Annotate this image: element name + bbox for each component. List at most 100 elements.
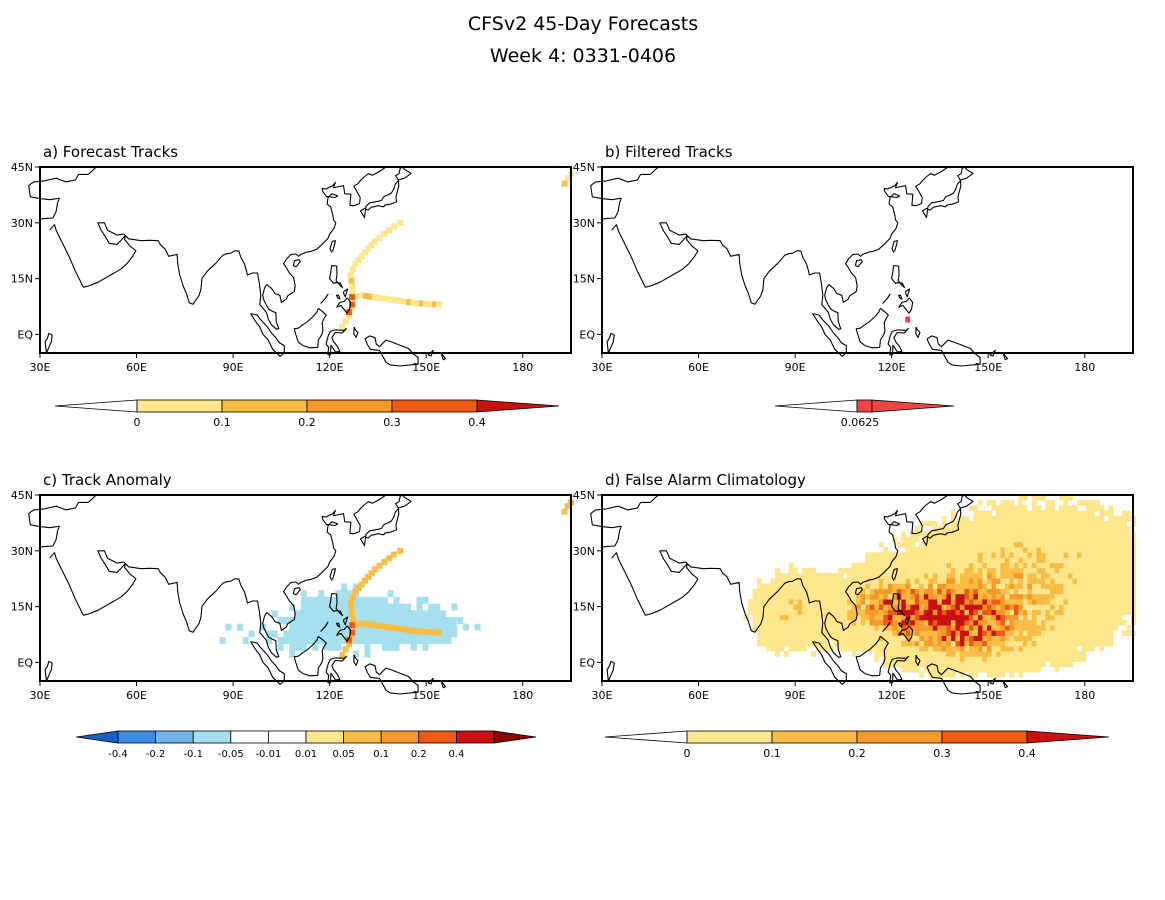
- climatology-cell: [1086, 541, 1091, 548]
- anomaly-cell: [451, 617, 458, 624]
- climatology-cell: [1050, 594, 1055, 600]
- track-cell: [431, 629, 438, 636]
- climatology-cell: [860, 646, 866, 652]
- climatology-cell: [941, 609, 947, 616]
- climatology-cell: [964, 588, 970, 595]
- climatology-cell: [1041, 651, 1046, 657]
- climatology-cell: [1095, 526, 1100, 532]
- climatology-cell: [1108, 614, 1114, 621]
- anomaly-cell: [445, 623, 452, 631]
- climatology-cell: [991, 526, 997, 532]
- climatology-cell: [797, 588, 803, 595]
- climatology-cell: [977, 583, 983, 589]
- climatology-cell: [833, 594, 839, 600]
- climatology-cell: [1036, 541, 1042, 548]
- climatology-cell: [1050, 588, 1055, 595]
- climatology-cell: [878, 557, 884, 563]
- anomaly-cell: [312, 623, 319, 631]
- anomaly-cell: [352, 630, 359, 638]
- climatology-cell: [1059, 541, 1064, 548]
- climatology-cell: [1027, 614, 1033, 621]
- colorbar-segment: [267, 730, 307, 744]
- climatology-cell: [865, 646, 870, 652]
- climatology-cell: [982, 531, 988, 537]
- anomaly-cell: [306, 623, 313, 631]
- coastline-map: [28, 166, 447, 367]
- climatology-cell: [1004, 557, 1010, 563]
- climatology-cell: [851, 599, 857, 605]
- climatology-cell: [802, 588, 807, 595]
- anomaly-cell: [323, 643, 330, 651]
- climatology-cell: [1090, 557, 1096, 563]
- climatology-cell: [1050, 625, 1055, 631]
- climatology-cell: [977, 547, 983, 553]
- climatology-cell: [986, 614, 992, 621]
- anomaly-cell: [341, 637, 348, 645]
- climatology-cell: [860, 604, 866, 610]
- climatology-cell: [914, 614, 920, 621]
- climatology-cell: [779, 620, 785, 626]
- climatology-cell: [892, 620, 898, 626]
- climatology-cell: [995, 531, 1001, 537]
- climatology-cell: [977, 661, 983, 668]
- climatology-cell: [982, 510, 988, 517]
- climatology-cell: [964, 625, 970, 631]
- climatology-cell: [788, 625, 794, 631]
- climatology-cell: [847, 578, 852, 584]
- climatology-cell: [1104, 604, 1109, 610]
- climatology-cell: [878, 620, 884, 626]
- climatology-cell: [959, 672, 965, 678]
- lon-tick-label: 60E: [688, 689, 709, 702]
- climatology-cell: [1095, 536, 1100, 543]
- climatology-cell: [1045, 536, 1051, 543]
- climatology-cell: [977, 666, 983, 673]
- track-cell: [414, 628, 421, 635]
- climatology-cell: [1018, 541, 1024, 548]
- climatology-cell: [995, 594, 1001, 600]
- climatology-cell: [1117, 594, 1123, 600]
- climatology-cell: [923, 557, 929, 563]
- climatology-cell: [1117, 573, 1123, 579]
- climatology-cell: [964, 594, 970, 600]
- climatology-cell: [1063, 578, 1069, 584]
- climatology-cell: [910, 567, 916, 574]
- climatology-cell: [986, 635, 992, 642]
- climatology-cell: [1036, 526, 1042, 532]
- climatology-cell: [1104, 640, 1109, 647]
- climatology-cell: [802, 594, 807, 600]
- climatology-cell: [851, 640, 857, 647]
- climatology-cell: [1041, 510, 1046, 517]
- anomaly-cell: [416, 603, 423, 611]
- climatology-cell: [1113, 526, 1118, 532]
- climatology-cell: [1072, 515, 1078, 522]
- track-cell: [348, 605, 355, 612]
- climatology-cell: [964, 552, 970, 558]
- climatology-cell: [950, 635, 956, 642]
- colorbar-segment: [305, 730, 344, 744]
- climatology-cell: [815, 620, 821, 626]
- climatology-cell: [874, 604, 880, 610]
- anomaly-cell: [248, 630, 255, 638]
- climatology-cell: [946, 526, 952, 532]
- climatology-cell: [838, 573, 843, 579]
- climatology-cell: [1108, 562, 1114, 569]
- coastline-map: [590, 494, 1009, 695]
- climatology-cell: [1117, 588, 1123, 595]
- climatology-cell: [986, 552, 992, 558]
- climatology-cell: [757, 630, 762, 636]
- climatology-cell: [1022, 656, 1028, 662]
- climatology-cell: [941, 573, 947, 579]
- climatology-cell: [923, 583, 929, 589]
- climatology-cell: [1004, 578, 1010, 584]
- coastline: [325, 327, 347, 356]
- climatology-cell: [1031, 635, 1037, 642]
- climatology-cell: [878, 625, 884, 631]
- climatology-cell: [865, 562, 870, 569]
- climatology-cell: [847, 567, 852, 574]
- climatology-cell: [973, 640, 979, 647]
- anomaly-cell: [265, 637, 272, 645]
- anomaly-cell: [393, 610, 400, 618]
- climatology-cell: [766, 635, 771, 642]
- climatology-cell: [1013, 651, 1019, 657]
- climatology-cell: [1081, 541, 1087, 548]
